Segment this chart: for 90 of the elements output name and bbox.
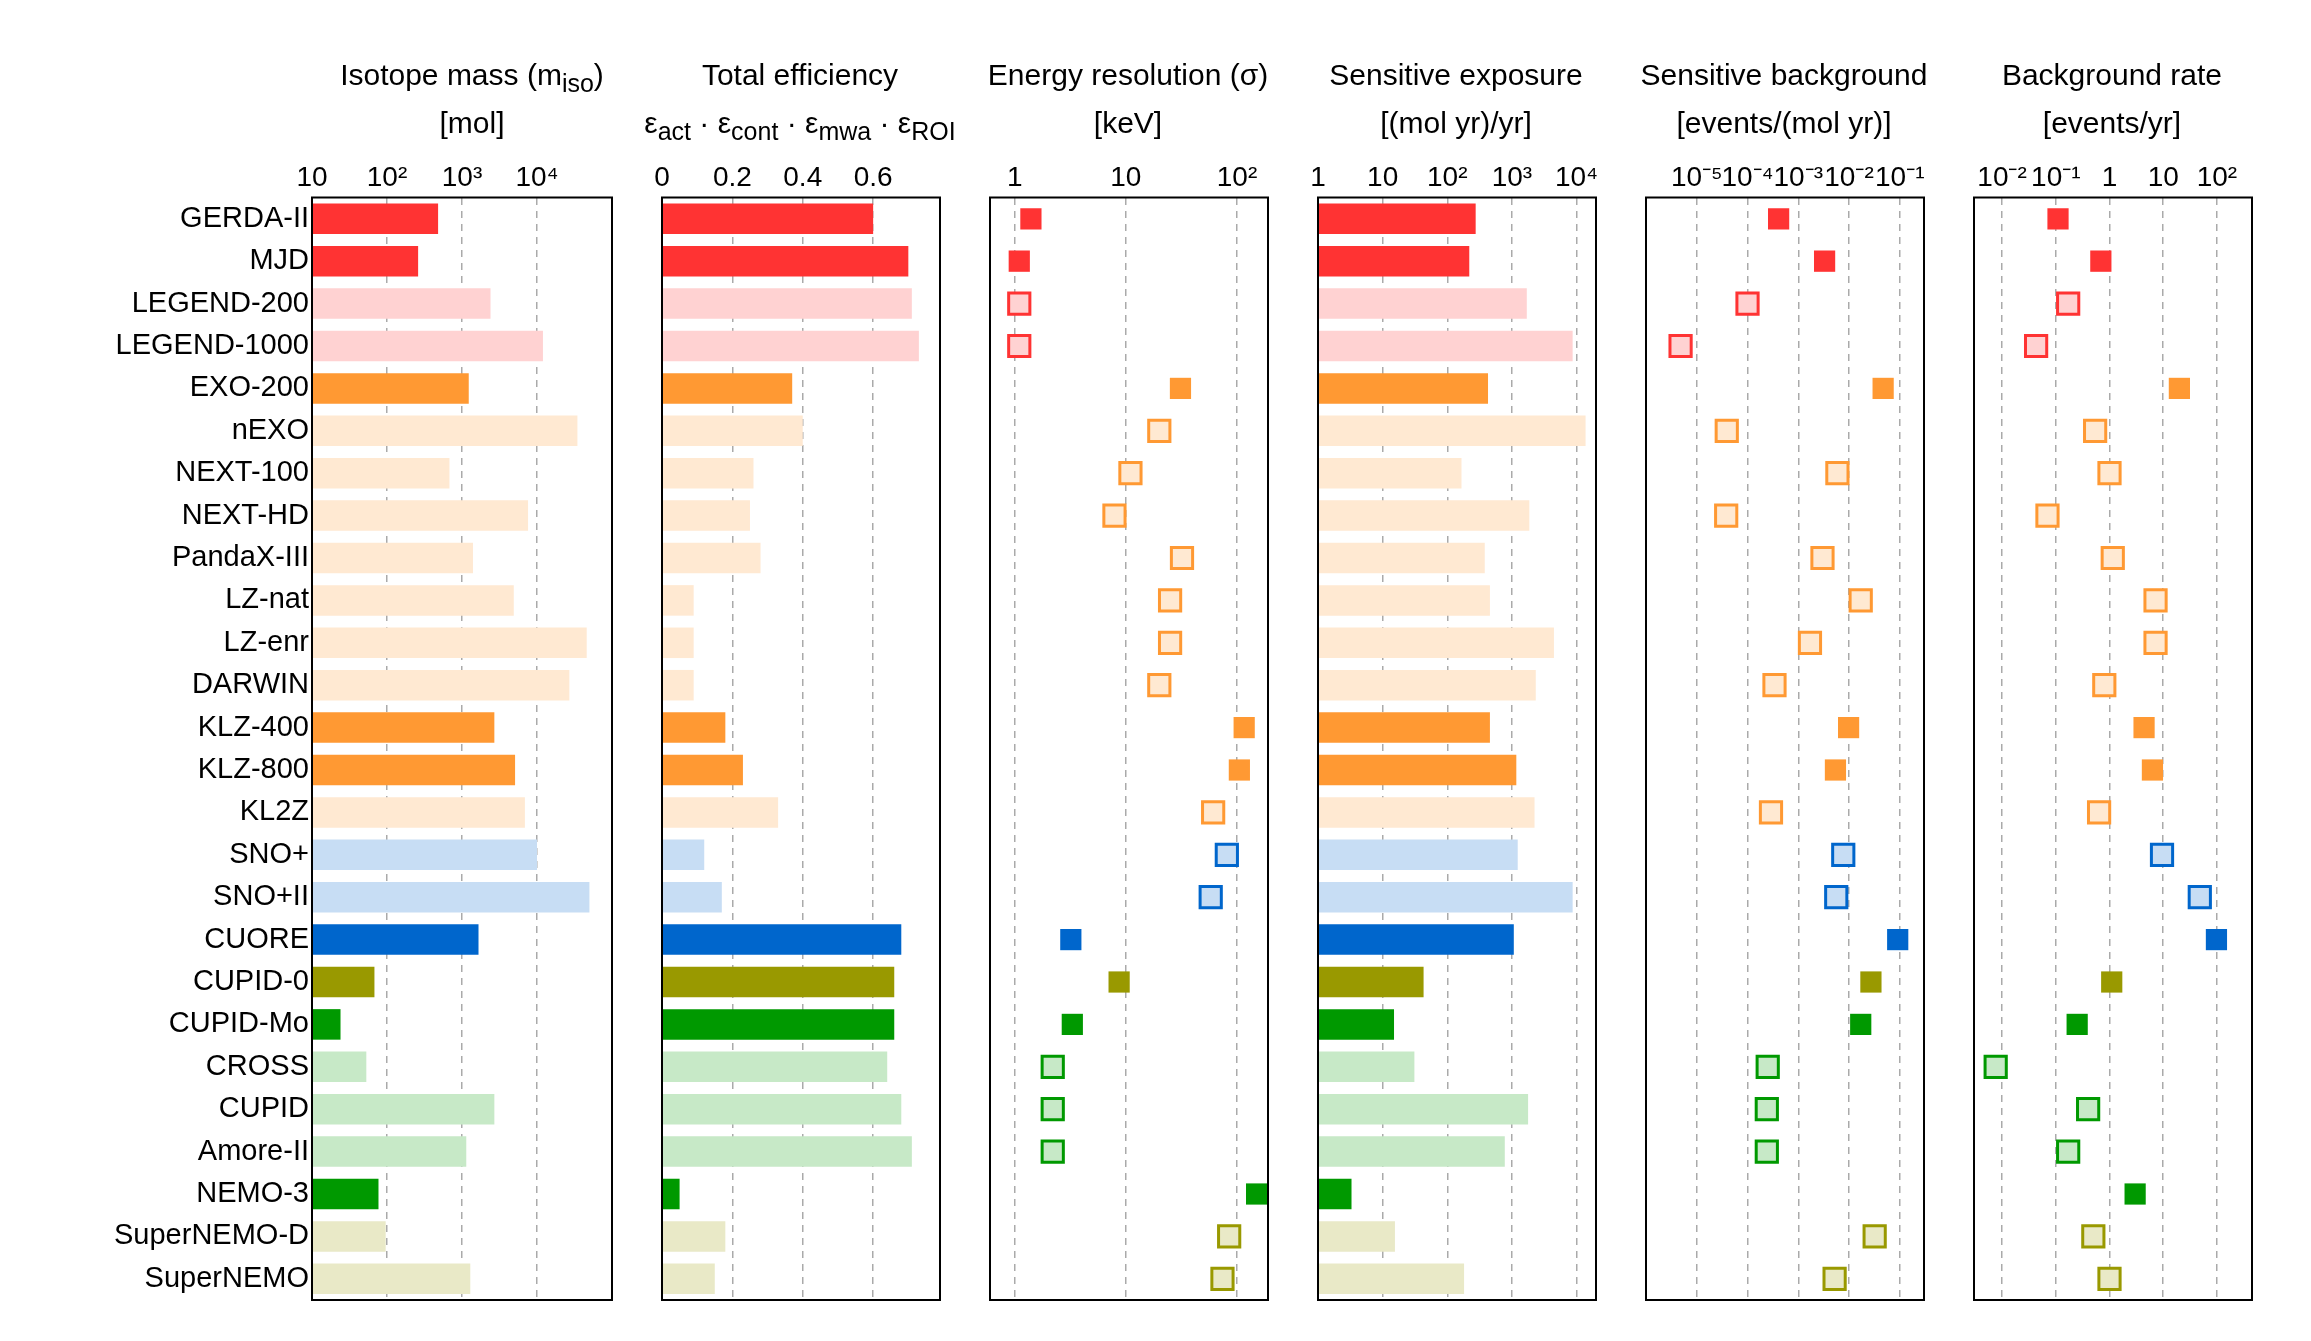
- x-tick-label: 10: [296, 160, 328, 192]
- bar: [662, 1093, 902, 1125]
- x-tick-label: 10²: [1427, 160, 1468, 192]
- chart-subtitle: ε$_{act}$ · ε$_{cont}$ · ε$_{mwa}$ · ε$_{ROI}$: [643, 106, 957, 147]
- bar: [662, 881, 722, 913]
- bar: [662, 245, 909, 277]
- bar: [662, 627, 694, 659]
- x-tick-label: 1: [1310, 160, 1326, 192]
- x-tick-label: 10⁻³: [1773, 160, 1823, 192]
- bar: [662, 1136, 912, 1167]
- chart-subtitle: [events/yr]: [2041, 106, 2183, 141]
- y-tick-label: SuperNEMO: [144, 1260, 309, 1293]
- x-tick-label: 0.2: [712, 160, 752, 192]
- chart-title: Background rate: [2000, 58, 2224, 93]
- y-tick-label: SuperNEMO-D: [114, 1218, 309, 1251]
- y-tick-label: SNO+II: [213, 879, 309, 912]
- bar: [662, 203, 874, 235]
- bar: [662, 797, 779, 828]
- x-tick-label: 1: [1006, 160, 1023, 192]
- y-tick-label: CUORE: [204, 921, 309, 954]
- x-tick-label: 10: [2147, 160, 2179, 192]
- x-tick-label: 10³: [1491, 160, 1533, 192]
- bar: [662, 373, 793, 404]
- x-tick-label: 10²: [1216, 160, 1258, 192]
- y-tick-label: LZ-enr: [223, 624, 310, 657]
- y-tick-label: KLZ-800: [197, 752, 309, 784]
- bar: [662, 1263, 715, 1295]
- y-tick-label: SNO+: [229, 836, 309, 869]
- y-tick-label: NEXT-100: [175, 455, 309, 488]
- y-tick-label: Amore-II: [197, 1133, 309, 1166]
- chart-subtitle: [(mol yr)/yr]: [1379, 106, 1533, 141]
- x-tick-label: 10⁻⁴: [1721, 160, 1774, 192]
- y-tick-label: CUPID-0: [192, 964, 309, 996]
- bar: [662, 330, 919, 362]
- y-tick-label: LEGEND-1000: [115, 328, 309, 360]
- x-tick-label: 10²: [366, 160, 408, 192]
- x-tick-label: 10: [1110, 160, 1142, 192]
- x-tick-label: 10²: [2196, 160, 2238, 192]
- y-tick-label: KLZ-400: [197, 709, 309, 742]
- y-tick-label: LZ-nat: [225, 582, 309, 615]
- chart-title: Isotope mass (m$_{iso}$): [339, 58, 605, 99]
- x-tick-label: 10⁻¹: [2031, 160, 2081, 192]
- bar: [662, 288, 912, 319]
- x-tick-label: 10⁻²: [1977, 160, 2027, 192]
- y-tick-label: LEGEND-200: [131, 285, 309, 318]
- y-tick-label: NEXT-HD: [181, 497, 309, 530]
- bar: [662, 1178, 680, 1210]
- chart-title: Sensitive background: [1639, 58, 1929, 93]
- y-tick-label: CROSS: [205, 1048, 309, 1081]
- x-tick-label: 10⁴: [1554, 160, 1599, 192]
- bar: [662, 415, 803, 447]
- x-tick-label: 1: [2101, 160, 2118, 192]
- chart-title: Energy resolution (σ): [986, 58, 1270, 93]
- y-tick-label: KL2Z: [239, 794, 309, 827]
- x-tick-label: 10⁻⁵: [1670, 160, 1723, 192]
- bar: [662, 924, 902, 955]
- bar: [662, 712, 726, 743]
- y-tick-label: nEXO: [231, 412, 309, 445]
- chart-title: Sensitive exposure: [1328, 58, 1584, 93]
- y-tick-label: CUPID: [218, 1091, 309, 1124]
- bar: [662, 966, 895, 998]
- x-tick-label: 10⁴: [515, 160, 559, 192]
- chart-title: Total efficiency: [700, 58, 900, 93]
- bar: [662, 457, 754, 489]
- y-tick-label: NEMO-3: [196, 1176, 309, 1208]
- bar: [662, 669, 694, 701]
- bar: [662, 542, 761, 574]
- x-tick-label: 0: [654, 160, 670, 192]
- x-tick-label: 10⁻²: [1824, 160, 1874, 192]
- bar: [662, 1009, 895, 1040]
- bar: [662, 1221, 726, 1252]
- x-tick-label: 10: [1367, 160, 1399, 192]
- x-tick-label: 10⁻¹: [1875, 160, 1925, 192]
- y-tick-label: CUPID-Mo: [168, 1006, 309, 1039]
- bar: [662, 754, 743, 786]
- y-tick-label: MJD: [249, 243, 309, 276]
- x-tick-label: 0.4: [783, 160, 823, 192]
- y-tick-label: DARWIN: [191, 667, 309, 700]
- x-tick-label: 10³: [441, 160, 483, 192]
- chart-subtitle: [mol]: [438, 106, 506, 141]
- bar: [662, 585, 694, 616]
- y-tick-label: PandaX-III: [171, 540, 309, 572]
- bar: [662, 839, 705, 871]
- y-tick-label: GERDA-II: [180, 200, 309, 233]
- y-tick-label: EXO-200: [189, 370, 309, 403]
- bar: [662, 1051, 888, 1083]
- bar: [662, 500, 750, 531]
- chart-subtitle: [keV]: [1092, 106, 1164, 141]
- chart-subtitle: [events/(mol yr)]: [1675, 106, 1893, 141]
- x-tick-label: 0.6: [853, 160, 893, 192]
